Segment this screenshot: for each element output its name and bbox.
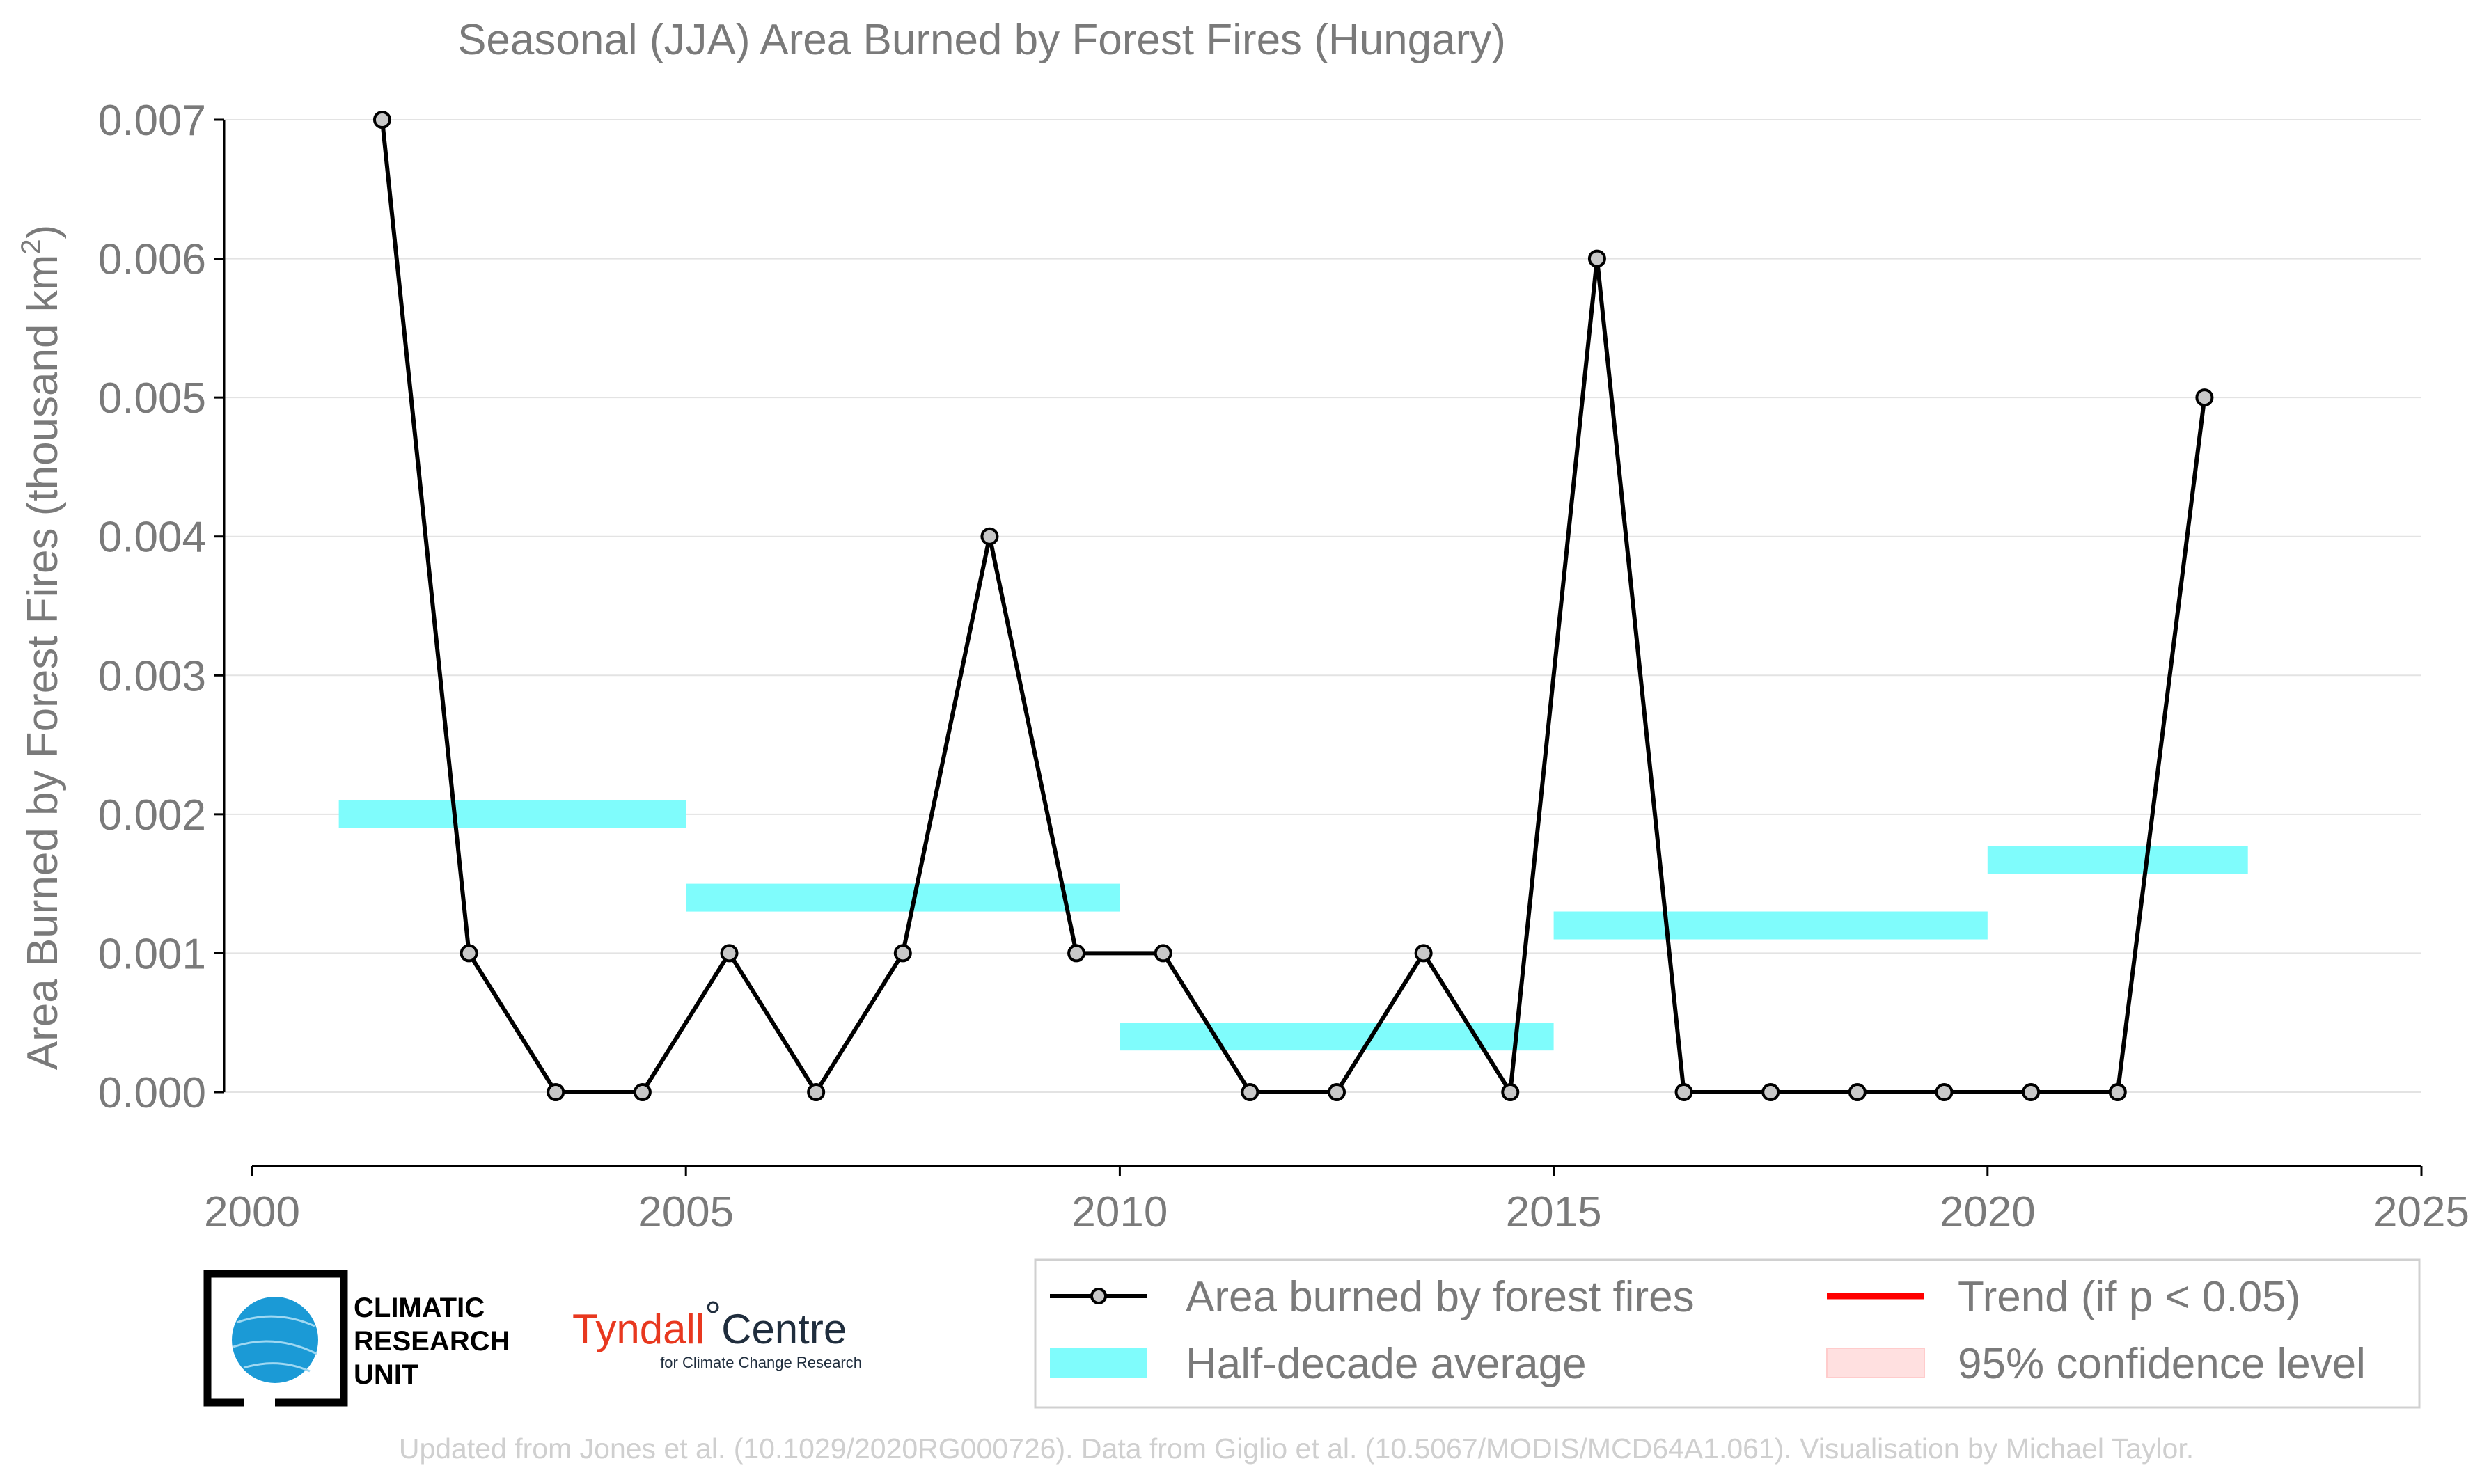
cru-logo-line-1: CLIMATIC (354, 1293, 485, 1323)
data-point-4 (720, 944, 739, 963)
legend: Area burned by forest fires Trend (if p … (1034, 1258, 2421, 1409)
gridlines (224, 119, 2421, 1093)
data-point-16 (1761, 1083, 1780, 1101)
tyndall-logo-degree: ° (705, 1293, 721, 1340)
x-tick-label-5: 2025 (2373, 1188, 2469, 1236)
y-axis-label-superscript: 2 (16, 239, 47, 254)
y-tick-label-4: 0.004 (98, 514, 206, 562)
data-point-8 (1067, 944, 1086, 963)
chart-title: Seasonal (JJA) Area Burned by Forest Fir… (457, 16, 1506, 64)
data-point-2 (547, 1083, 565, 1101)
y-tick-labels: 0.000 0.001 0.002 0.003 0.004 0.005 0.006 0.007 (98, 97, 206, 1117)
data-point-7 (980, 527, 999, 546)
y-tick-label-6: 0.006 (98, 236, 206, 284)
data-point-5 (807, 1083, 826, 1101)
cru-logo-line-2: RESEARCH (354, 1326, 510, 1357)
x-tick-label-2: 2010 (1071, 1188, 1168, 1236)
data-point-12 (1414, 944, 1433, 963)
data-point-0 (372, 111, 391, 129)
x-tick-label-4: 2020 (1940, 1188, 2036, 1236)
half-decade-bar-4 (1987, 846, 2248, 874)
legend-confidence-swatch (1826, 1348, 1925, 1378)
cru-logo-frame (203, 1270, 348, 1407)
legend-label-trend: Trend (if p < 0.05) (1958, 1273, 2300, 1321)
y-tick-label-2: 0.002 (98, 791, 206, 839)
legend-label-half-decade: Half-decade average (1186, 1340, 1587, 1388)
x-tick-label-0: 2000 (204, 1188, 300, 1236)
data-point-17 (1848, 1083, 1867, 1101)
half-decade-average-bars (338, 800, 2248, 1051)
data-point-1 (460, 944, 478, 963)
legend-marker-icon (1090, 1288, 1107, 1304)
half-decade-bar-1 (686, 883, 1120, 912)
y-tick-label-3: 0.003 (98, 652, 206, 700)
axes (214, 118, 2423, 1176)
series-points (372, 111, 2214, 1101)
legend-box (1034, 1258, 2421, 1409)
data-point-20 (2108, 1083, 2127, 1101)
tyndall-logo: Tyndall°Centre for Climate Change Resear… (572, 1293, 862, 1371)
y-tick-label-1: 0.001 (98, 930, 206, 978)
data-point-19 (2022, 1083, 2041, 1101)
data-point-10 (1241, 1083, 1259, 1101)
y-tick-label-0: 0.000 (98, 1069, 206, 1117)
x-tick-label-3: 2015 (1506, 1188, 1602, 1236)
data-point-21 (2195, 388, 2214, 407)
cru-logo-line-3: UNIT (354, 1359, 418, 1390)
data-point-13 (1501, 1083, 1520, 1101)
y-axis-label-main: Area Burned by Forest Fires (thousand km (19, 255, 67, 1071)
data-point-18 (1935, 1083, 1954, 1101)
footer-credits: Updated from Jones et al. (10.1029/2020R… (399, 1432, 2194, 1465)
data-point-3 (633, 1083, 652, 1101)
y-tick-label-5: 0.005 (98, 374, 206, 423)
globe-lines (233, 1315, 317, 1373)
tyndall-logo-main: Tyndall (572, 1306, 705, 1352)
half-decade-bar-2 (1120, 1023, 1554, 1051)
data-point-6 (893, 944, 912, 963)
legend-half-decade-swatch (1050, 1348, 1147, 1378)
x-tick-label-1: 2005 (638, 1188, 734, 1236)
y-axis-label: Area Burned by Forest Fires (thousand km… (16, 225, 67, 1071)
series-line (379, 119, 2207, 1094)
x-tick-labels: 2000 2005 2010 2015 2020 2025 (204, 1188, 2469, 1236)
series-line-area-burned (379, 119, 2207, 1094)
y-tick-label-7: 0.007 (98, 97, 206, 145)
y-axis-label-close: ) (19, 225, 67, 239)
data-point-9 (1154, 944, 1172, 963)
legend-label-area-burned: Area burned by forest fires (1186, 1273, 1695, 1321)
data-point-11 (1328, 1083, 1346, 1101)
data-point-15 (1674, 1083, 1693, 1101)
tyndall-logo-sub: for Climate Change Research (660, 1354, 862, 1371)
data-point-14 (1587, 249, 1606, 268)
cru-logo: CLIMATIC RESEARCH UNIT (203, 1270, 510, 1407)
legend-label-confidence: 95% confidence level (1958, 1340, 2366, 1388)
tyndall-logo-centre: Centre (721, 1306, 847, 1352)
half-decade-bar-3 (1553, 911, 1988, 940)
tyndall-logo-wordmark: Tyndall°Centre (572, 1293, 847, 1352)
half-decade-bar-0 (338, 800, 686, 828)
